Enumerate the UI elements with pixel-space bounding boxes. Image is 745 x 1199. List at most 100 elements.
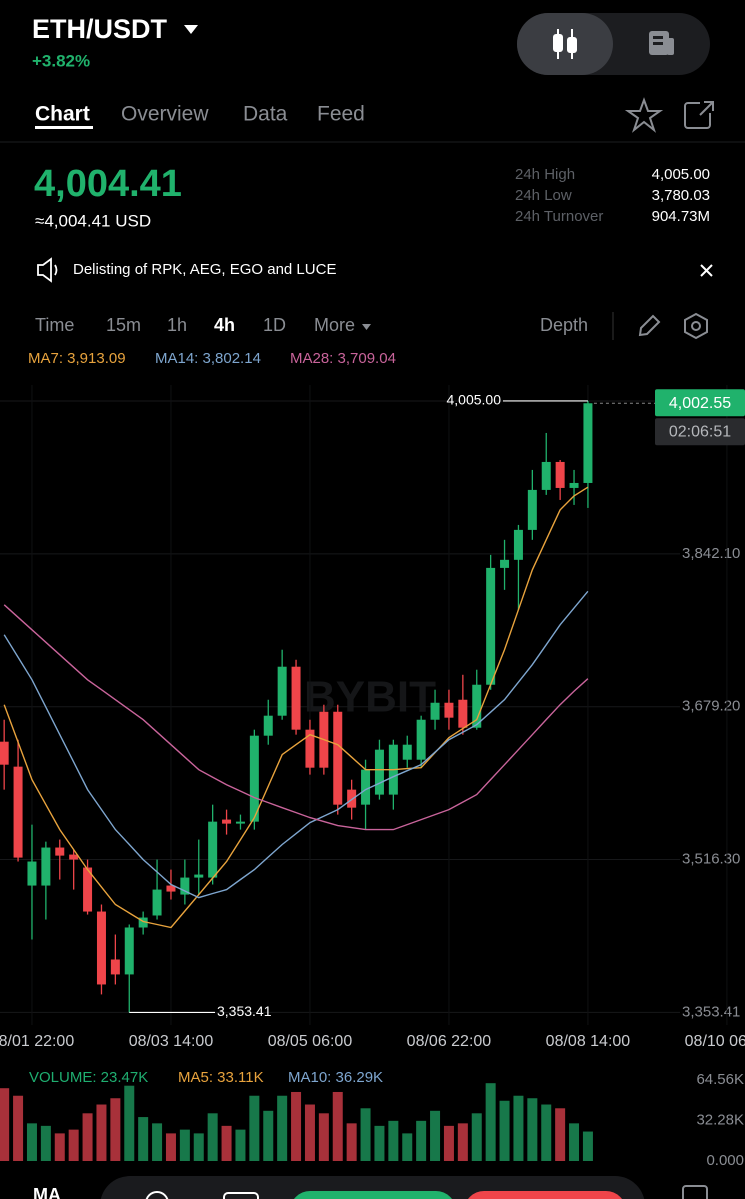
volume-bar — [152, 1123, 163, 1161]
volume-bar — [291, 1091, 302, 1161]
volume-bar — [304, 1104, 315, 1161]
candle-body — [430, 702, 440, 720]
ma-line — [3, 604, 589, 831]
volume-bar — [54, 1133, 65, 1161]
interval[interactable]: 1D — [263, 315, 286, 335]
volume-bar — [193, 1133, 204, 1161]
candle-body — [333, 711, 343, 805]
interval[interactable]: More — [314, 315, 355, 335]
share-icon[interactable] — [684, 101, 714, 129]
tab[interactable]: Overview — [121, 103, 209, 126]
x-tick-label: 08/03 14:00 — [129, 1033, 214, 1050]
interval[interactable]: 15m — [106, 315, 141, 335]
max-label: 4,005.00 — [447, 392, 502, 408]
volume-legend: VOLUME: 23.47K — [29, 1069, 148, 1086]
volume-bar — [26, 1123, 37, 1161]
interval[interactable]: 1h — [167, 315, 187, 335]
stats: 24h High 4,005.00 24h Low 3,780.03 24h Turno… — [515, 166, 710, 225]
volume-bar — [249, 1095, 260, 1161]
volume-bar — [499, 1100, 510, 1161]
more-caret — [362, 324, 371, 330]
min-label: 3,353.41 — [217, 1003, 272, 1019]
sell-button[interactable] — [464, 1191, 626, 1199]
tab[interactable]: Feed — [317, 103, 365, 126]
candle-body — [555, 461, 565, 488]
candle-body — [583, 403, 593, 483]
volume-bar — [318, 1113, 329, 1161]
bottom-tab[interactable]: MA — [33, 1185, 61, 1199]
buy-button[interactable] — [290, 1191, 456, 1199]
action-icon[interactable] — [223, 1192, 259, 1199]
price-chart: BYBIT3,353.413,516.303,679.203,842.1008/… — [0, 385, 745, 1050]
depth[interactable]: Depth — [540, 315, 588, 335]
candle-body — [69, 854, 79, 860]
favorite-icon[interactable] — [624, 97, 664, 133]
stat-value: 904.73M — [652, 208, 710, 225]
volume-bar — [388, 1120, 399, 1161]
candle-body — [41, 847, 51, 886]
volume-tick-label: 32.28K — [696, 1111, 744, 1128]
toggle-chart[interactable] — [517, 13, 613, 75]
y-tick-label: 3,842.10 — [682, 545, 740, 562]
notice[interactable]: Delisting of RPK, AEG, EGO and LUCE — [73, 261, 336, 278]
candle-body — [263, 715, 273, 736]
legend-entry: MA7: 3,913.09 — [28, 350, 126, 367]
volume-bar — [513, 1095, 524, 1161]
last-price: 4,004.41 — [34, 163, 182, 205]
settings-icon[interactable] — [684, 312, 708, 340]
volume-bar — [569, 1123, 580, 1161]
stat-label: 24h Low — [515, 187, 572, 204]
volume-bar — [179, 1129, 190, 1161]
view-toggle — [517, 13, 710, 75]
candle-body — [402, 744, 412, 760]
volume-bar — [471, 1113, 482, 1161]
candle-body — [249, 735, 259, 822]
close-notice[interactable] — [700, 264, 713, 277]
action-icon[interactable] — [145, 1191, 169, 1199]
fullscreen-icon[interactable] — [682, 1185, 708, 1199]
candle-body — [222, 819, 232, 824]
stat-value: 3,780.03 — [652, 187, 710, 204]
volume-bar — [346, 1123, 357, 1161]
volume-bar — [374, 1125, 385, 1161]
change: +3.82% — [32, 51, 90, 70]
x-tick-label: 08/10 06:00 — [685, 1033, 745, 1050]
news-icon[interactable] — [649, 31, 674, 55]
candle-body — [208, 821, 218, 878]
candle-body — [416, 719, 426, 760]
volume-legend: MA5: 33.11K — [178, 1069, 264, 1086]
x-tick-label: 08/05 06:00 — [268, 1033, 353, 1050]
volume-bar — [82, 1113, 93, 1161]
pair-dropdown[interactable] — [184, 25, 198, 34]
pair[interactable]: ETH/USDT — [32, 14, 168, 44]
tab[interactable]: Data — [243, 103, 288, 126]
draw-icon[interactable] — [638, 314, 661, 337]
volume-bar — [96, 1104, 107, 1161]
volume-bar — [457, 1123, 468, 1161]
tab[interactable]: Chart — [35, 103, 90, 126]
candle-body — [138, 917, 148, 928]
candle-body — [13, 766, 23, 858]
volume-bar — [13, 1095, 24, 1161]
candle-body — [0, 741, 9, 765]
speaker-icon — [37, 257, 58, 283]
interval[interactable]: Time — [35, 315, 74, 335]
candle-body — [124, 927, 134, 975]
x-tick-label: 08/08 14:00 — [546, 1033, 631, 1050]
volume-bar — [416, 1120, 427, 1161]
candle-body — [291, 666, 301, 730]
candle-body — [361, 769, 371, 805]
candle-body — [194, 874, 204, 878]
last-price-label: 4,002.55 — [669, 395, 731, 412]
candle-body — [472, 684, 482, 728]
volume-tick-label: 0.000 — [706, 1152, 744, 1169]
countdown-tag — [655, 418, 745, 446]
candle-body — [166, 885, 176, 892]
y-tick-label: 3,516.30 — [682, 851, 740, 868]
interval[interactable]: 4h — [214, 315, 235, 335]
legend-entry: MA14: 3,802.14 — [155, 350, 261, 367]
stat-value: 4,005.00 — [652, 166, 710, 183]
volume-tick-label: 64.56K — [696, 1071, 744, 1088]
volume-bar — [485, 1083, 496, 1161]
